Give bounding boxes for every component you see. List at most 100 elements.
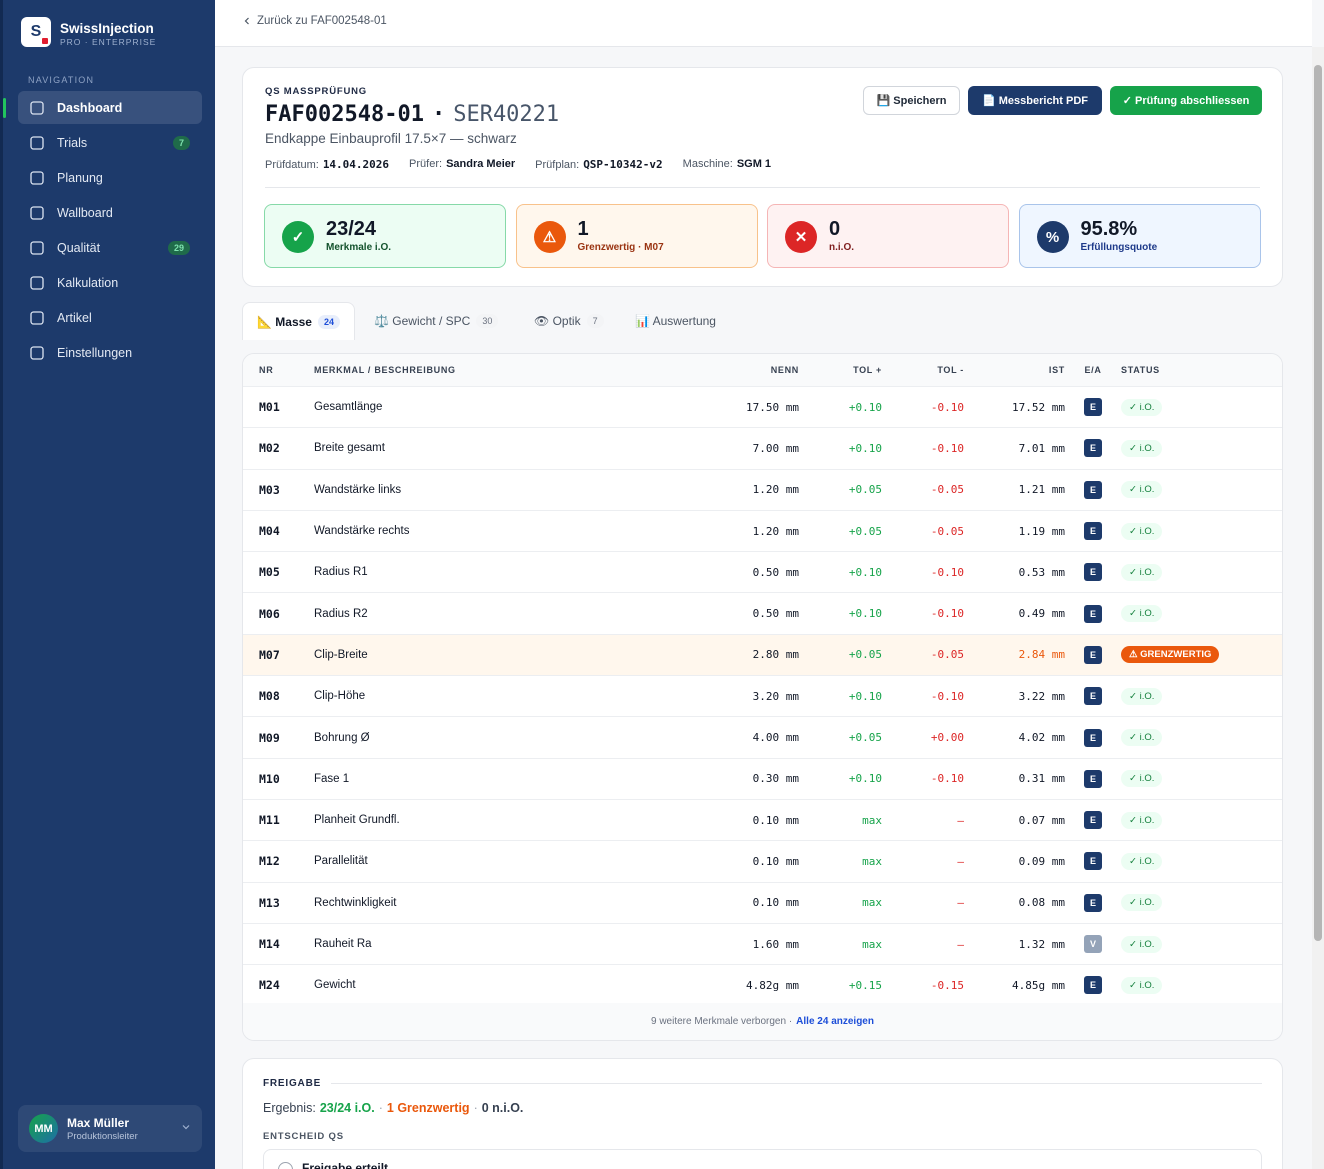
- cell: Rechtwinkligkeit: [314, 896, 397, 909]
- nav-item[interactable]: Planung: [18, 161, 202, 194]
- cell: +0.05: [848, 483, 882, 497]
- cell: Planheit Grundfl.: [314, 814, 400, 827]
- meta-label: Prüfer:: [409, 158, 443, 170]
- nav-item[interactable]: Einstellungen: [18, 336, 202, 369]
- scroll-thumb[interactable]: [1314, 65, 1322, 941]
- pdf-button[interactable]: 📄 Messbericht PDF: [968, 86, 1102, 115]
- meta-label: Maschine:: [682, 158, 733, 170]
- cell: Breite gesamt: [314, 442, 385, 455]
- tab-label: 📊 Auswertung: [635, 314, 716, 328]
- kpi-card: ✕ 0 n.i.O.: [767, 204, 1009, 268]
- cell: ✓ i.O.: [1121, 852, 1282, 870]
- kpi-label: n.i.O.: [829, 242, 854, 253]
- kpi-label: Erfüllungsquote: [1080, 242, 1158, 253]
- cell: +0.10: [848, 607, 882, 621]
- table-row: M11 Planheit Grundfl. 0.10 mm max – 0.07 mm E ✓…: [243, 800, 1282, 842]
- tab-label: 👁 Optik: [534, 314, 581, 328]
- logo: S: [21, 17, 51, 47]
- tab[interactable]: 👁 Optik 7: [520, 302, 618, 340]
- nav-label: Planung: [57, 170, 103, 185]
- status-badge: ✓ i.O.: [1121, 935, 1163, 953]
- cell: ✓ i.O.: [1121, 398, 1282, 416]
- cell: 0.50 mm: [752, 565, 799, 579]
- cell: 2.84 mm: [1018, 648, 1065, 662]
- nav-item[interactable]: Kalkulation: [18, 266, 202, 299]
- back-text: Zurück zu FAF002548-01: [257, 15, 387, 27]
- column-header: NR: [259, 365, 274, 375]
- status-badge: ✓ i.O.: [1121, 894, 1163, 912]
- kpi-value: 23/24: [326, 218, 377, 240]
- status-badge: ✓ i.O.: [1121, 729, 1163, 747]
- cell: -0.10: [930, 772, 964, 786]
- cell: E: [1065, 976, 1121, 995]
- nav-icon: [30, 100, 44, 115]
- cell: M08: [259, 689, 280, 704]
- table-footer: 9 weitere Merkmale verborgen · Alle 24 a…: [243, 1003, 1282, 1040]
- meta-item: Maschine: SGM 1: [683, 158, 771, 171]
- table-row: M12 Parallelität 0.10 mm max – 0.09 mm E ✓ i.O.: [243, 841, 1282, 883]
- cell: E: [1065, 645, 1121, 664]
- nav-label: Artikel: [57, 310, 92, 325]
- release-card: FREIGABE Ergebnis: 23/24 i.O. · 1 Grenzw…: [242, 1058, 1283, 1169]
- result-warn: 1 Grenzwertig: [386, 1101, 470, 1115]
- cell: M02: [259, 441, 280, 456]
- nav-item[interactable]: Qualität 29: [18, 231, 202, 264]
- kpi-label: Grenzwertig · M07: [577, 242, 664, 253]
- cell: 4.00 mm: [752, 731, 799, 745]
- cell: 7.01 mm: [1018, 441, 1065, 455]
- cell: 1.19 mm: [1018, 524, 1065, 538]
- save-button[interactable]: 💾 Speichern: [863, 86, 960, 115]
- cell: -0.10: [930, 565, 964, 579]
- cell: Gewicht: [314, 979, 356, 992]
- status-badge: ✓ i.O.: [1121, 687, 1163, 705]
- show-all-link[interactable]: Alle 24 anzeigen: [796, 1016, 874, 1027]
- cell: +0.00: [930, 731, 964, 745]
- kpi-icon: ✕: [785, 221, 817, 253]
- back-link[interactable]: Zurück zu FAF002548-01: [243, 15, 387, 27]
- cell: M11: [259, 813, 280, 828]
- cell: 3.20 mm: [752, 689, 799, 703]
- active-indicator: [3, 98, 6, 118]
- table: NR MERKMAL / BESCHREIBUNG NENN TOL + TOL - IS…: [243, 354, 1282, 1007]
- ea-badge: E: [1084, 645, 1102, 664]
- complete-button[interactable]: ✓ Prüfung abschliessen: [1110, 86, 1262, 115]
- cell: –: [957, 896, 964, 910]
- nav-item[interactable]: Dashboard: [18, 91, 202, 124]
- table-header: NR MERKMAL / BESCHREIBUNG NENN TOL + TOL - IS…: [243, 354, 1282, 387]
- ea-badge: E: [1084, 480, 1102, 499]
- nav-item[interactable]: Wallboard: [18, 196, 202, 229]
- separator: ·: [473, 1101, 478, 1115]
- nav-item[interactable]: Trials 7: [18, 126, 202, 159]
- cell: 1.60 mm: [752, 937, 799, 951]
- tab[interactable]: 📐 Masse 24: [242, 302, 355, 340]
- status-badge: ✓ i.O.: [1121, 605, 1163, 623]
- cell: +0.10: [848, 689, 882, 703]
- table-row: M06 Radius R2 0.50 mm +0.10 -0.10 0.49 mm E ✓ i…: [243, 593, 1282, 635]
- ea-badge: E: [1084, 604, 1102, 623]
- release-option[interactable]: Freigabe erteilt: [263, 1149, 1262, 1169]
- tab[interactable]: 📊 Auswertung: [621, 302, 730, 340]
- user-card[interactable]: MM Max Müller Produktionsleiter: [18, 1105, 202, 1152]
- cell: Bohrung Ø: [314, 731, 370, 744]
- cell: –: [957, 854, 964, 868]
- result: Ergebnis: 23/24 i.O. · 1 Grenzwertig · 0…: [263, 1101, 523, 1115]
- cell: max: [862, 937, 882, 951]
- cell: 0.09 mm: [1018, 854, 1065, 868]
- scrollbar[interactable]: [1312, 47, 1324, 1169]
- nav-item[interactable]: Artikel: [18, 301, 202, 334]
- table-row: M10 Fase 1 0.30 mm +0.10 -0.10 0.31 mm E ✓ i.O.: [243, 759, 1282, 800]
- cell: E: [1065, 563, 1121, 582]
- cell: -0.10: [930, 689, 964, 703]
- meta-value: Sandra Meier: [446, 158, 516, 170]
- cell: -0.10: [930, 607, 964, 621]
- cell: ✓ i.O.: [1121, 894, 1282, 912]
- tab[interactable]: ⚖️ Gewicht / SPC 30: [360, 302, 512, 340]
- column-header: TOL +: [853, 365, 882, 375]
- separator: ·: [378, 1101, 383, 1115]
- table-row: M05 Radius R1 0.50 mm +0.10 -0.10 0.53 mm E ✓ i…: [243, 552, 1282, 594]
- status-badge: ✓ i.O.: [1121, 398, 1163, 416]
- ea-badge: V: [1084, 935, 1102, 953]
- column-header: NENN: [770, 365, 799, 375]
- subtitle: Endkappe Einbauprofil 17.5×7 — schwarz: [265, 131, 517, 146]
